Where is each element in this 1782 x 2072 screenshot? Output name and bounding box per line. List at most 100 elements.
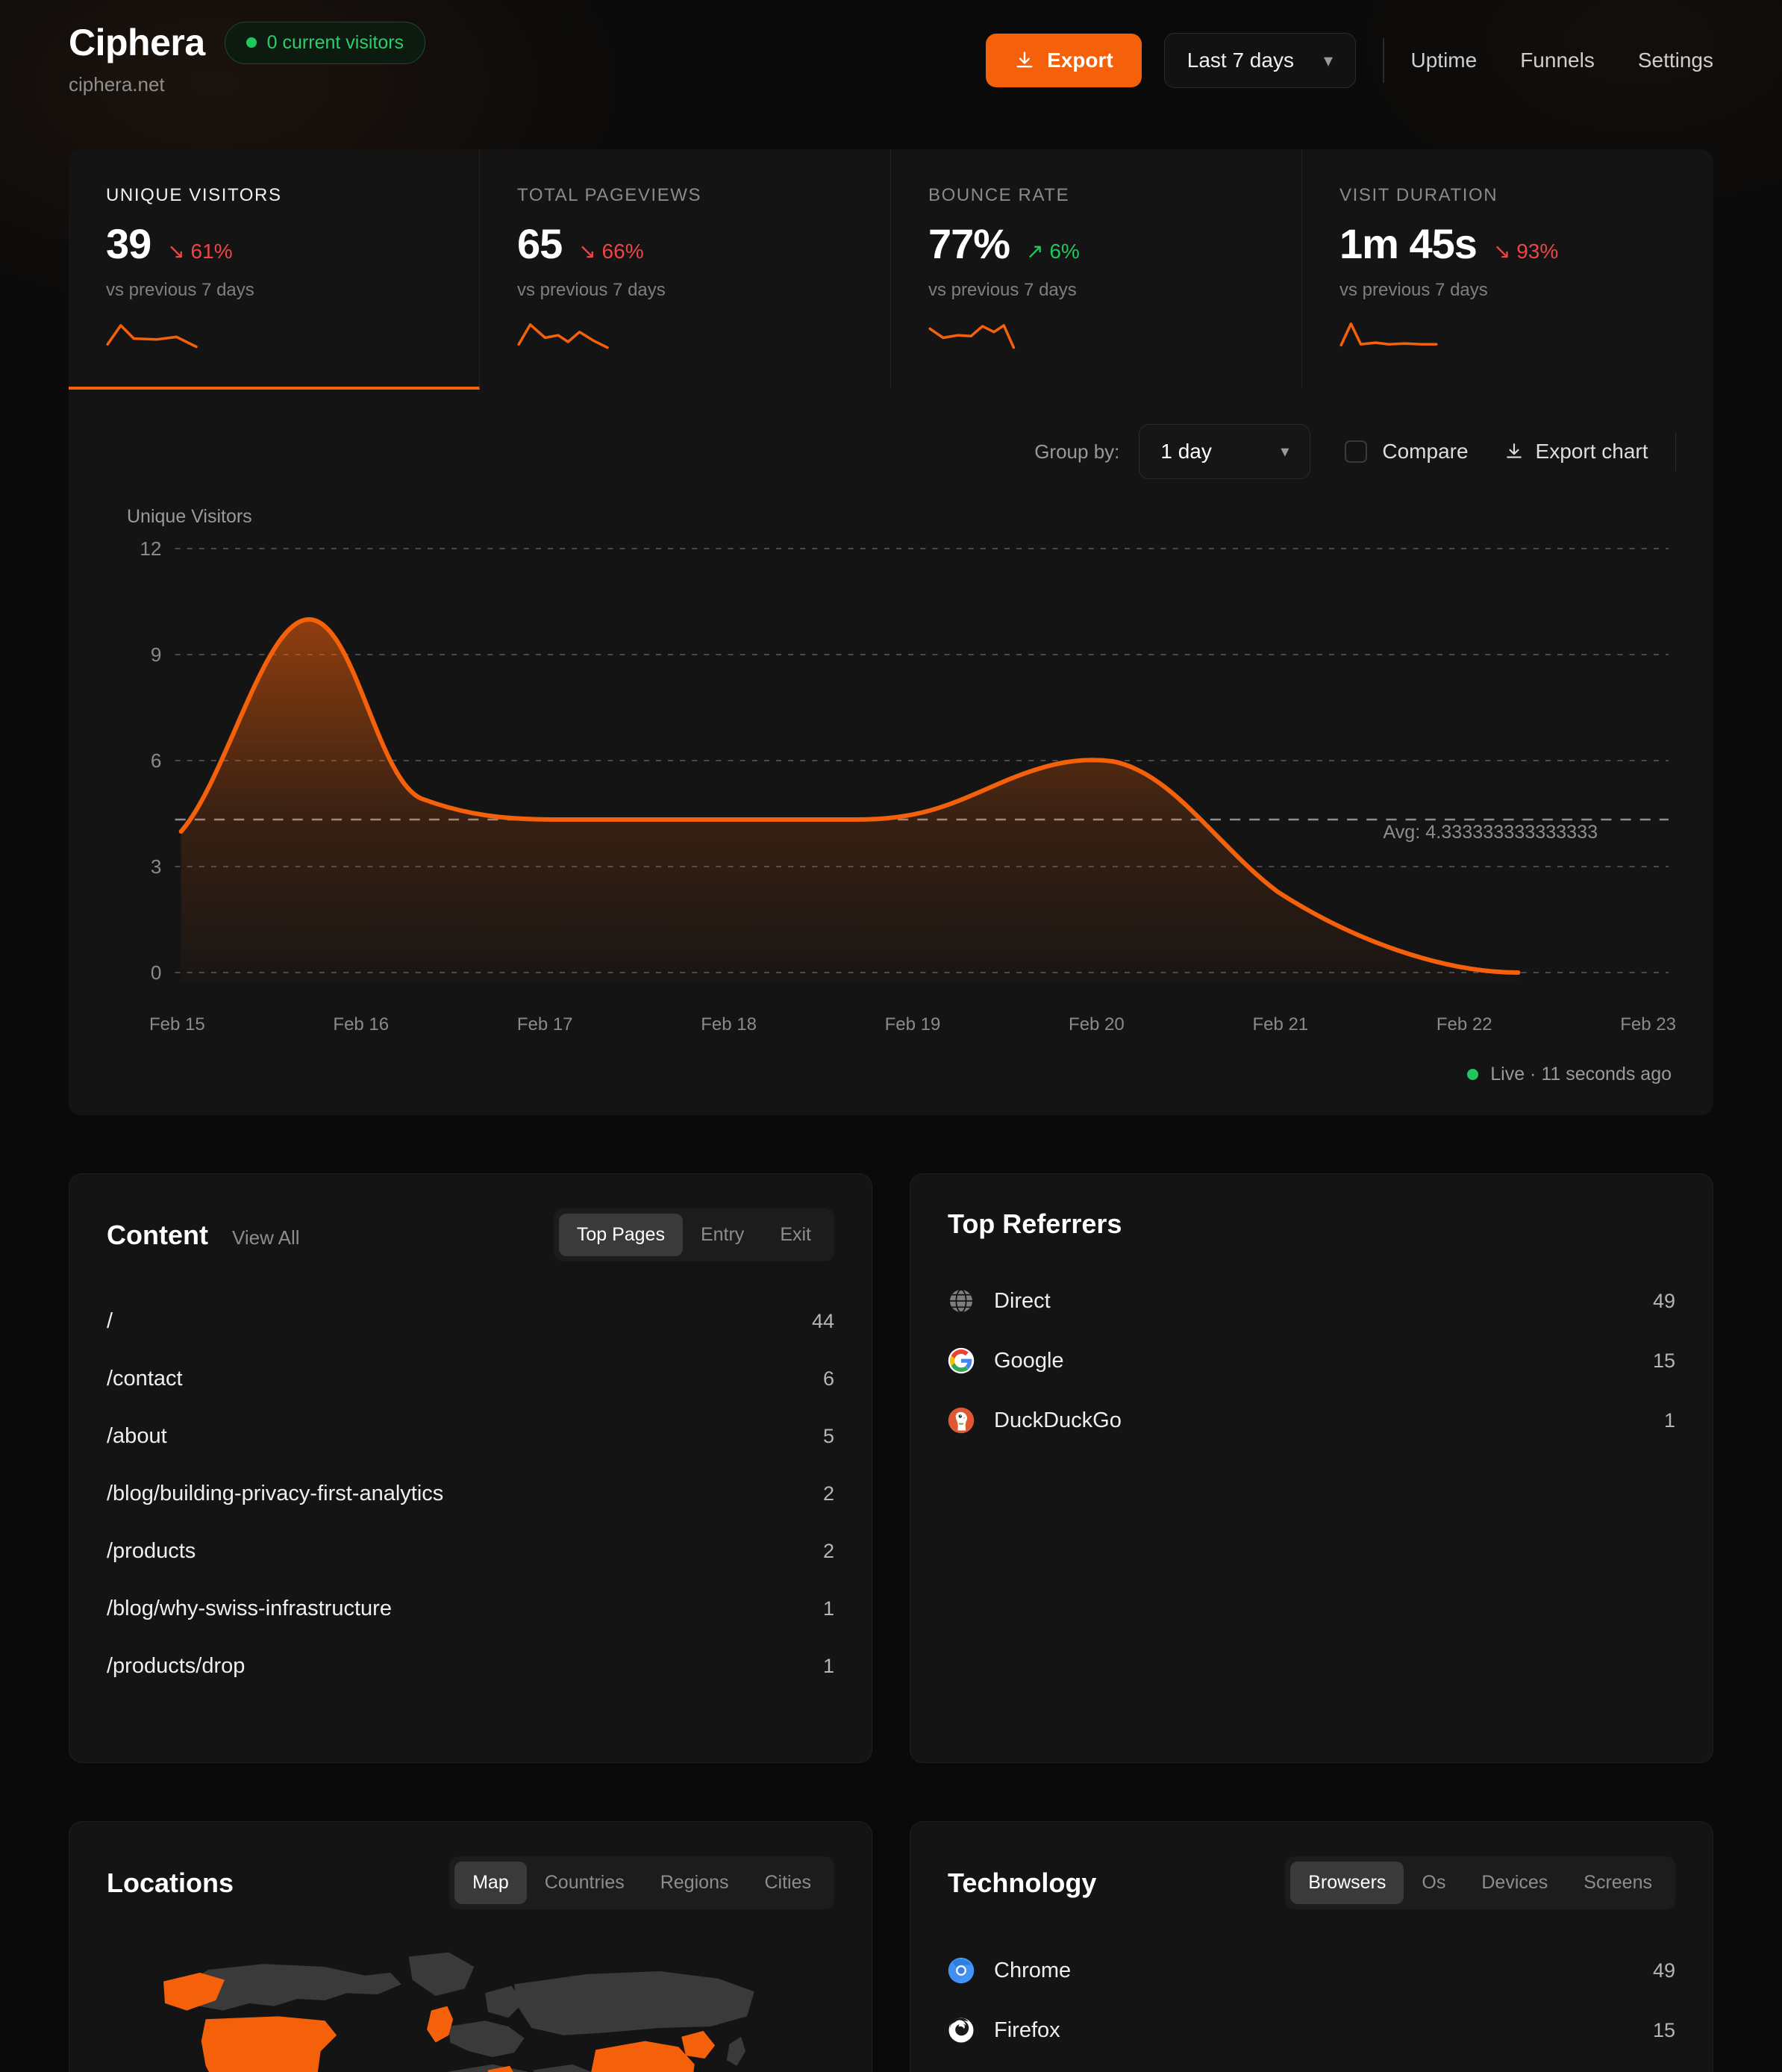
page-path: /products/drop [107, 1654, 246, 1678]
world-map[interactable] [107, 1941, 834, 2072]
compare-toggle[interactable]: Compare [1345, 440, 1469, 464]
app-header: Ciphera 0 current visitors ciphera.net E… [0, 0, 1782, 149]
tab-countries[interactable]: Countries [527, 1862, 643, 1904]
metric-comparison: vs previous 7 days [106, 280, 254, 300]
duckduckgo-icon [948, 1407, 975, 1434]
tab-cities[interactable]: Cities [746, 1862, 829, 1904]
metric-card-unique-visitors[interactable]: UNIQUE VISITORS 39 ↘ 61% vs previous 7 d… [69, 149, 480, 390]
export-chart-button[interactable]: Export chart [1504, 440, 1648, 464]
browser-name: Chrome [994, 1958, 1072, 1982]
list-item[interactable]: Firefox 15 [948, 2000, 1675, 2060]
list-item[interactable]: / 44 [107, 1293, 834, 1350]
page-count: 2 [822, 1482, 834, 1505]
list-item[interactable]: /products 2 [107, 1523, 834, 1580]
current-visitors-badge: 0 current visitors [224, 21, 426, 64]
list-item[interactable]: Direct 49 [948, 1271, 1675, 1331]
metric-delta-value: 93% [1516, 240, 1559, 263]
nav-item-funnels[interactable]: Funnels [1520, 49, 1595, 72]
page-count: 1 [822, 1655, 834, 1677]
x-tick: Feb 18 [701, 1014, 757, 1035]
chart-series-label: Unique Visitors [127, 506, 252, 527]
nav-item-uptime[interactable]: Uptime [1410, 49, 1478, 72]
svg-text:9: 9 [151, 643, 162, 666]
compare-checkbox[interactable] [1345, 440, 1368, 463]
live-status: Live · 11 seconds ago [106, 1064, 1676, 1085]
browser-count: 49 [1652, 1959, 1675, 1982]
locations-panel: Locations Map Countries Regions Cities [69, 1821, 872, 2072]
header-nav: Uptime Funnels Settings [1411, 49, 1714, 72]
tab-devices[interactable]: Devices [1463, 1862, 1566, 1904]
list-item[interactable]: Google 15 [948, 1331, 1675, 1391]
list-item[interactable]: /blog/building-privacy-first-analytics 2 [107, 1465, 834, 1523]
list-item[interactable]: /about 5 [107, 1408, 834, 1465]
page-count: 5 [822, 1425, 834, 1447]
compare-label: Compare [1382, 440, 1469, 463]
page-title: Ciphera [69, 22, 205, 63]
date-range-value: Last 7 days [1187, 49, 1294, 72]
referrers-panel-title: Top Referrers [948, 1208, 1122, 1239]
page-path: /blog/why-swiss-infrastructure [107, 1597, 392, 1620]
visitors-area-chart[interactable]: 12 9 6 3 0 Avg: 4.333333333333333 [106, 534, 1676, 1011]
header-actions: Export Last 7 days ▾ Uptime Funnels Sett… [986, 33, 1713, 88]
tab-os[interactable]: Os [1404, 1862, 1463, 1904]
list-item[interactable]: DuckDuckGo 1 [948, 1391, 1675, 1450]
current-visitors-label: 0 current visitors [266, 31, 404, 53]
download-icon [1016, 52, 1033, 68]
group-by-value: 1 day [1160, 440, 1212, 463]
technology-tabs: Browsers Os Devices Screens [1285, 1856, 1675, 1909]
list-item[interactable]: /blog/why-swiss-infrastructure 1 [107, 1580, 834, 1638]
list-item[interactable]: /products/drop 1 [107, 1638, 834, 1695]
date-range-select[interactable]: Last 7 days ▾ [1163, 33, 1356, 88]
list-item[interactable]: Chrome 49 [948, 1941, 1675, 2000]
header-divider [1383, 38, 1384, 83]
metric-value: 77% [928, 220, 1010, 267]
technology-panel: Technology Browsers Os Devices Screens [910, 1821, 1713, 2072]
site-domain: ciphera.net [69, 73, 165, 96]
main-chart-panel: Group by: 1 day ▾ Compare Export chart U… [69, 390, 1713, 1115]
svg-text:0: 0 [151, 961, 162, 984]
globe-icon [950, 1289, 972, 1313]
map-landmass [187, 1952, 754, 2072]
metric-delta-value: 6% [1049, 240, 1080, 263]
referrer-rows: Direct 49 Google [948, 1271, 1675, 1450]
metric-value: 65 [517, 220, 563, 267]
brand-block: Ciphera 0 current visitors ciphera.net [69, 21, 426, 96]
x-tick: Feb 23 [1620, 1014, 1676, 1035]
group-by-select[interactable]: 1 day ▾ [1139, 424, 1311, 479]
export-button[interactable]: Export [986, 34, 1142, 87]
page-path: /products [107, 1539, 196, 1563]
tab-top-pages[interactable]: Top Pages [558, 1214, 683, 1256]
nav-item-settings[interactable]: Settings [1637, 49, 1713, 72]
page-path: /blog/building-privacy-first-analytics [107, 1482, 444, 1505]
tab-regions[interactable]: Regions [643, 1862, 747, 1904]
referrer-name: Direct [994, 1288, 1051, 1313]
locations-panel-title: Locations [107, 1867, 234, 1898]
list-item[interactable]: /contact 6 [107, 1350, 834, 1408]
x-tick: Feb 15 [149, 1014, 205, 1035]
download-icon [1506, 443, 1522, 458]
metric-comparison: vs previous 7 days [517, 280, 666, 300]
tab-screens[interactable]: Screens [1566, 1862, 1670, 1904]
metric-card-visit-duration[interactable]: VISIT DURATION 1m 45s ↘ 93% vs previous … [1302, 149, 1713, 390]
x-tick: Feb 21 [1252, 1014, 1309, 1035]
trend-up-icon: ↗ [1026, 240, 1044, 263]
tab-entry[interactable]: Entry [683, 1214, 762, 1256]
metric-delta-value: 66% [601, 240, 644, 263]
browser-name: Firefox [994, 2018, 1060, 2042]
x-tick: Feb 16 [333, 1014, 390, 1035]
metric-card-total-pageviews[interactable]: TOTAL PAGEVIEWS 65 ↘ 66% vs previous 7 d… [480, 149, 891, 390]
metrics-row: UNIQUE VISITORS 39 ↘ 61% vs previous 7 d… [69, 149, 1713, 390]
svg-text:3: 3 [151, 855, 162, 878]
view-all-link[interactable]: View All [231, 1226, 300, 1249]
sparkline-chart [928, 324, 1016, 349]
content-panel-title: Content [107, 1219, 208, 1250]
metric-delta: ↘ 66% [578, 239, 643, 263]
panels-row-2: Locations Map Countries Regions Cities [69, 1821, 1713, 2072]
tab-map[interactable]: Map [454, 1862, 527, 1904]
metric-card-bounce-rate[interactable]: BOUNCE RATE 77% ↗ 6% vs previous 7 days [891, 149, 1302, 390]
chart-area-fill [181, 619, 1519, 982]
chevron-down-icon: ▾ [1323, 50, 1333, 71]
tab-browsers[interactable]: Browsers [1290, 1862, 1404, 1904]
content-rows: / 44 /contact 6 /about 5 /blog/building-… [107, 1293, 834, 1695]
tab-exit[interactable]: Exit [762, 1214, 829, 1256]
